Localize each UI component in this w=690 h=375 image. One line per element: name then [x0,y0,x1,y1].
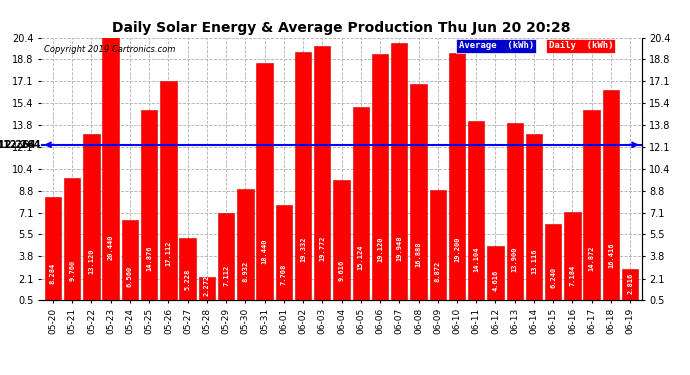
Bar [275,205,292,307]
Bar [353,107,369,307]
Bar [199,277,215,307]
Text: 7.112: 7.112 [223,265,229,286]
Bar [141,110,157,307]
Text: ↑12.264: ↑12.264 [0,140,41,150]
Text: 6.560: 6.560 [127,266,133,287]
Text: 2.816: 2.816 [627,273,633,294]
Text: 14.876: 14.876 [146,245,152,271]
Bar [83,134,99,307]
Text: 7.708: 7.708 [281,264,287,285]
Text: 2.272: 2.272 [204,274,210,296]
Text: 19.948: 19.948 [396,235,402,261]
Bar [160,81,177,307]
Bar [64,178,80,307]
Bar [430,190,446,307]
Bar [372,54,388,307]
Text: 14.104: 14.104 [473,247,480,272]
Text: Copyright 2019 Cartronics.com: Copyright 2019 Cartronics.com [44,45,176,54]
Text: 9.616: 9.616 [339,260,344,281]
Bar [526,134,542,307]
Text: 7.184: 7.184 [569,264,575,286]
Text: 17.112: 17.112 [166,241,171,266]
Text: 19.200: 19.200 [454,237,460,262]
Bar [295,52,311,307]
Text: 16.416: 16.416 [608,242,614,267]
Bar [179,238,196,307]
Text: Average  (kWh): Average (kWh) [459,42,534,51]
Text: 19.772: 19.772 [319,236,325,261]
Bar [411,84,426,307]
Bar [237,189,253,307]
Text: 4.616: 4.616 [493,270,498,291]
Bar [257,63,273,307]
Bar [603,90,619,307]
Text: 13.120: 13.120 [88,249,95,274]
Bar [121,220,138,307]
Text: 19.332: 19.332 [300,236,306,262]
Bar [468,120,484,307]
Text: 14.872: 14.872 [589,245,595,271]
Bar [584,110,600,307]
Text: ↑12.264: ↑12.264 [0,140,35,150]
Text: Daily  (kWh): Daily (kWh) [549,42,613,51]
Title: Daily Solar Energy & Average Production Thu Jun 20 20:28: Daily Solar Energy & Average Production … [112,21,571,35]
Text: 15.124: 15.124 [358,244,364,270]
Bar [314,46,331,307]
Text: 13.116: 13.116 [531,249,537,274]
Text: 20.440: 20.440 [108,234,114,260]
Text: 5.228: 5.228 [185,268,190,290]
Bar [487,246,504,307]
Text: 13.900: 13.900 [512,247,518,273]
Bar [103,37,119,307]
Text: 16.888: 16.888 [415,241,422,267]
Text: 19.120: 19.120 [377,237,383,262]
Text: 9.760: 9.760 [69,260,75,281]
Text: 8.932: 8.932 [242,261,248,282]
Bar [622,270,638,307]
Bar [391,44,408,307]
Bar [545,224,562,307]
Text: 8.284: 8.284 [50,262,56,284]
Bar [45,197,61,307]
Bar [506,123,523,307]
Text: 18.440: 18.440 [262,238,268,264]
Bar [448,53,465,307]
Bar [564,212,580,307]
Text: 6.240: 6.240 [550,266,556,288]
Bar [333,180,350,307]
Text: 8.872: 8.872 [435,261,441,282]
Bar [218,213,235,307]
